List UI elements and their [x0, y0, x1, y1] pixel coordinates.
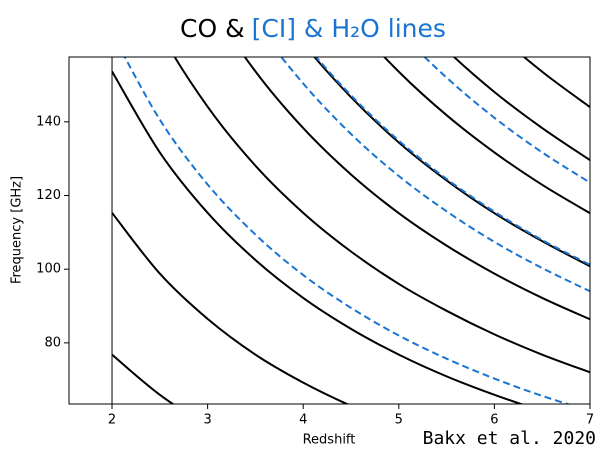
title-part: [CI] & H₂O lines [252, 14, 446, 43]
y-tick-label: 120 [36, 188, 61, 203]
plot-frame [68, 56, 591, 405]
line-series [313, 57, 590, 268]
y-tick-label: 80 [44, 335, 61, 350]
line-series [382, 57, 590, 215]
line-series [280, 57, 590, 293]
plot-area [111, 57, 590, 404]
line-series [111, 212, 350, 404]
title-part: CO & [180, 14, 245, 43]
x-tick-label: 7 [586, 413, 594, 428]
line-series [111, 70, 524, 404]
y-tick-label: 140 [36, 114, 61, 129]
x-tick-label: 6 [490, 413, 498, 428]
line-series [314, 57, 590, 266]
line-series [173, 57, 590, 374]
y-axis-label: Frequency [GHz] [10, 176, 25, 284]
x-tick-label: 4 [299, 413, 307, 428]
x-tick-label: 3 [203, 413, 211, 428]
line-series [423, 57, 590, 184]
chart-title: CO & [CI] & H₂O lines [180, 14, 446, 43]
y-tick-label: 100 [36, 262, 61, 277]
x-tick-label: 5 [395, 413, 403, 428]
line-series [243, 57, 590, 321]
annotation: Bakx et al. 2020 [423, 428, 596, 449]
x-tick-label: 2 [108, 413, 116, 428]
x-axis-label: Redshift [303, 433, 356, 448]
line-series [452, 57, 590, 161]
line-series [123, 57, 571, 404]
